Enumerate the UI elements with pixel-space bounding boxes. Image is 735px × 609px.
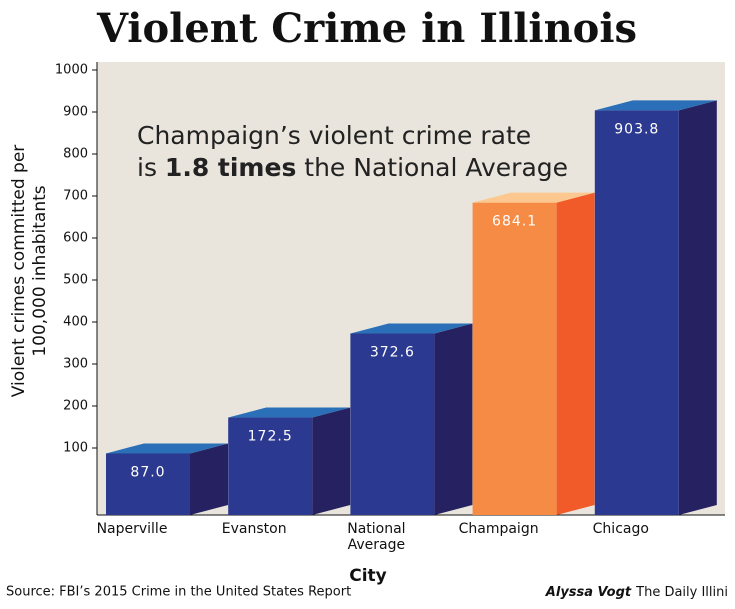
credit-author: Alyssa Vogt: [545, 585, 632, 600]
bar-side: [190, 443, 228, 515]
y-tick-label: 900: [63, 105, 88, 120]
bar-top: [106, 443, 228, 454]
bar: [228, 417, 313, 515]
annotation-part: the National Average: [296, 153, 568, 182]
source: Source: FBI’s 2015 Crime in the United S…: [6, 585, 351, 600]
credit-outlet: The Daily Illini: [635, 585, 728, 600]
y-tick-label: 400: [63, 315, 88, 330]
y-tick-label: 600: [63, 231, 88, 246]
x-tick-label: National Average: [347, 521, 406, 553]
y-tick-label: 100: [63, 441, 88, 456]
annotation: is 1.8 times the National Average: [137, 153, 568, 182]
x-tick-label: Naperville: [96, 521, 168, 537]
bar-top: [350, 323, 473, 334]
annotation-part: is: [137, 153, 165, 182]
y-tick-label: 1000: [55, 63, 88, 78]
value-label: 172.5: [248, 429, 293, 445]
value-label: 372.6: [370, 345, 415, 361]
y-axis-label: Violent crimes committed per 100,000 inh…: [9, 144, 50, 398]
bar-top: [228, 407, 351, 418]
value-label: 684.1: [492, 214, 537, 230]
y-tick-label: 500: [63, 273, 88, 288]
value-label: 903.8: [614, 121, 659, 137]
annotation: Champaign’s violent crime rate: [137, 121, 531, 150]
credit: Alyssa Vogt The Daily Illini: [545, 585, 728, 600]
bar: [350, 333, 435, 515]
bar: [106, 453, 190, 515]
bar: [472, 202, 557, 516]
x-tick-label: Champaign: [458, 521, 539, 537]
chart-title: Violent Crime in Illinois: [96, 5, 637, 52]
y-tick-label: 700: [63, 189, 88, 204]
x-axis-label: City: [349, 566, 387, 586]
annotation-emphasis: 1.8 times: [165, 153, 296, 182]
x-tick-label: Chicago: [592, 521, 649, 537]
x-tick-label: Evanston: [221, 521, 287, 537]
y-tick-label: 800: [63, 147, 88, 162]
bar: [594, 110, 679, 516]
y-tick-label: 300: [63, 357, 88, 372]
bar-top: [594, 100, 717, 111]
bar-side: [434, 323, 473, 515]
value-label: 87.0: [130, 464, 165, 480]
bar-side: [312, 407, 351, 515]
y-tick-label: 200: [63, 399, 88, 414]
bar-side: [556, 192, 595, 516]
bar-side: [678, 100, 717, 516]
bar-top: [472, 192, 595, 203]
